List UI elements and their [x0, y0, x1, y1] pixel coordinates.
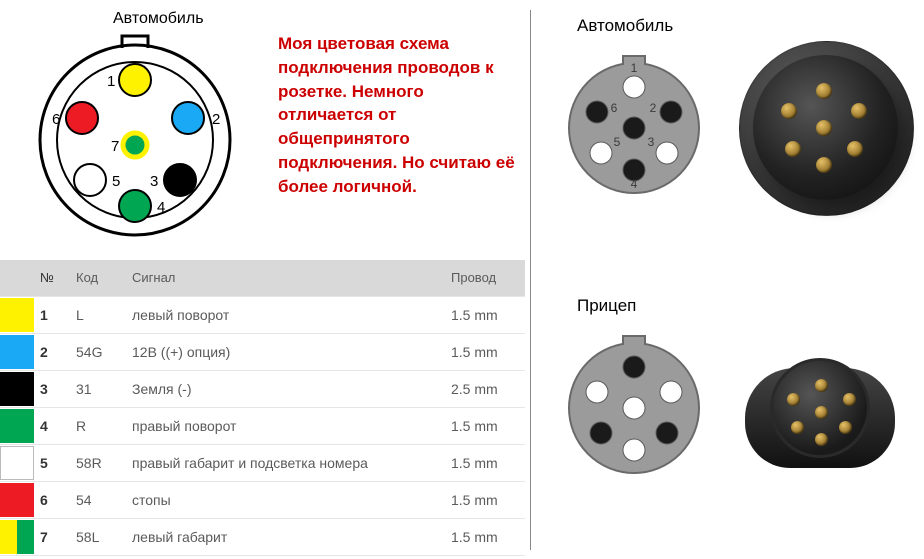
row-color — [0, 481, 34, 518]
row-signal: правый поворот — [126, 407, 445, 444]
row-num: 7 — [34, 518, 70, 555]
svg-text:5: 5 — [112, 173, 120, 190]
th-num: № — [34, 260, 70, 296]
row-num: 3 — [34, 370, 70, 407]
svg-text:6: 6 — [611, 101, 618, 115]
description-text: Моя цветовая схема подключения проводов … — [278, 32, 518, 199]
row-wire: 1.5 mm — [445, 407, 525, 444]
row-color — [0, 518, 34, 555]
table-row: 7 58L левый габарит 1.5 mm — [0, 518, 525, 555]
table-row: 2 54G 12В ((+) опция) 1.5 mm — [0, 333, 525, 370]
vertical-divider — [530, 10, 531, 550]
row-code: 58L — [70, 518, 126, 555]
table-row: 1 L левый поворот 1.5 mm — [0, 296, 525, 333]
row-color — [0, 370, 34, 407]
row-code: 31 — [70, 370, 126, 407]
row-wire: 2.5 mm — [445, 370, 525, 407]
row-num: 2 — [34, 333, 70, 370]
row-code: L — [70, 296, 126, 333]
row-signal: правый габарит и подсветка номера — [126, 444, 445, 481]
row-color — [0, 407, 34, 444]
row-num: 4 — [34, 407, 70, 444]
row-signal: левый поворот — [126, 296, 445, 333]
row-color — [0, 333, 34, 370]
svg-text:7: 7 — [111, 138, 119, 155]
th-code: Код — [70, 260, 126, 296]
svg-text:3: 3 — [648, 135, 655, 149]
row-signal: стопы — [126, 481, 445, 518]
row-color — [0, 296, 34, 333]
th-color — [0, 260, 34, 296]
row-color — [0, 444, 34, 481]
row-signal: 12В ((+) опция) — [126, 333, 445, 370]
right-trailer-connector — [559, 330, 709, 485]
row-wire: 1.5 mm — [445, 296, 525, 333]
row-wire: 1.5 mm — [445, 518, 525, 555]
row-wire: 1.5 mm — [445, 333, 525, 370]
right-title-auto: Автомобиль — [577, 16, 673, 36]
svg-text:1: 1 — [631, 61, 638, 75]
table-row: 4 R правый поворот 1.5 mm — [0, 407, 525, 444]
socket-photo — [753, 55, 898, 200]
th-wire: Провод — [445, 260, 525, 296]
left-connector-diagram: 1 2 3 4 5 6 7 — [10, 20, 260, 250]
row-wire: 1.5 mm — [445, 481, 525, 518]
row-wire: 1.5 mm — [445, 444, 525, 481]
row-signal: левый габарит — [126, 518, 445, 555]
table-row: 6 54 стопы 1.5 mm — [0, 481, 525, 518]
table-row: 3 31 Земля (-) 2.5 mm — [0, 370, 525, 407]
svg-text:2: 2 — [212, 111, 220, 128]
right-title-trailer: Прицеп — [577, 296, 636, 316]
row-signal: Земля (-) — [126, 370, 445, 407]
svg-text:4: 4 — [631, 177, 638, 191]
svg-text:5: 5 — [614, 135, 621, 149]
row-code: 54 — [70, 481, 126, 518]
plug-photo — [745, 358, 895, 473]
row-num: 1 — [34, 296, 70, 333]
svg-text:6: 6 — [52, 111, 60, 128]
row-code: 54G — [70, 333, 126, 370]
th-signal: Сигнал — [126, 260, 445, 296]
table-header-row: № Код Сигнал Провод — [0, 260, 525, 296]
row-num: 5 — [34, 444, 70, 481]
row-code: R — [70, 407, 126, 444]
svg-text:4: 4 — [157, 199, 165, 216]
row-code: 58R — [70, 444, 126, 481]
right-auto-connector: 1 2 3 4 5 6 — [559, 50, 709, 205]
svg-text:3: 3 — [150, 173, 158, 190]
row-num: 6 — [34, 481, 70, 518]
wiring-table: № Код Сигнал Провод 1 L левый поворот 1.… — [0, 260, 525, 556]
svg-text:2: 2 — [650, 101, 657, 115]
table-row: 5 58R правый габарит и подсветка номера … — [0, 444, 525, 481]
svg-text:1: 1 — [107, 73, 115, 90]
